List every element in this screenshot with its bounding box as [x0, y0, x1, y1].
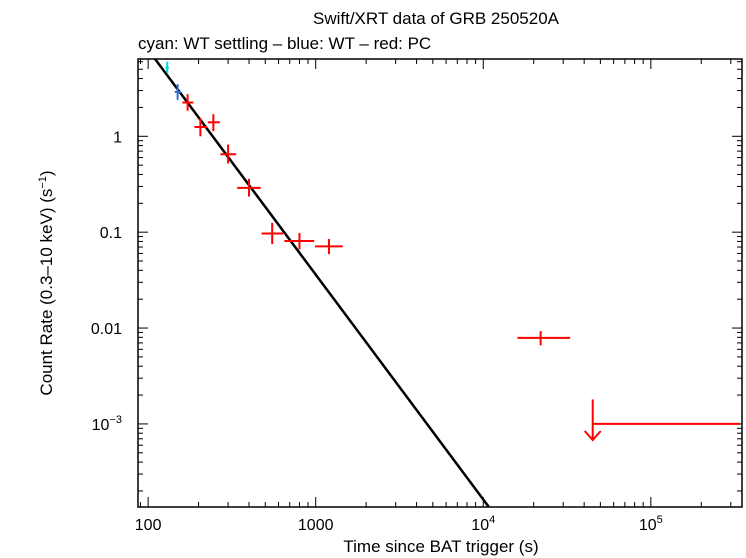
data-point [194, 118, 208, 137]
data-point [174, 84, 181, 100]
x-tick-label-exponent: 5 [657, 514, 663, 526]
down-arrow-icon [583, 430, 602, 442]
data-point [237, 178, 261, 197]
data-point [220, 144, 237, 164]
x-tick-label: 104 [471, 514, 495, 534]
y-tick-label: 0.01 [91, 321, 122, 338]
data-point [165, 61, 169, 73]
plot-frame [137, 58, 743, 508]
data-point [182, 94, 194, 111]
data-point [517, 331, 571, 346]
y-tick-label: 0.1 [100, 225, 122, 242]
chart-subtitle: cyan: WT settling – blue: WT – red: PC [138, 34, 431, 53]
data-point [314, 238, 343, 255]
model-fit-line [154, 58, 490, 508]
data-point [261, 222, 284, 245]
y-axis-label-exponent: −1 [37, 176, 49, 189]
axis-ticks [138, 59, 742, 507]
chart-title: Swift/XRT data of GRB 250520A [313, 9, 560, 28]
x-axis-label: Time since BAT trigger (s) [343, 537, 538, 556]
y-axis-label: Count Rate (0.3–10 keV) (s−1) [37, 170, 56, 395]
x-tick-label-base: 10 [471, 517, 489, 534]
y-tick-label: 10−3 [92, 414, 122, 434]
x-tick-label: 105 [639, 514, 663, 534]
x-tick-label: 1000 [298, 517, 334, 534]
y-tick-label-base: 10 [92, 417, 110, 434]
x-tick-label-exponent: 4 [489, 514, 495, 526]
x-tick-label-base: 10 [639, 517, 657, 534]
data-points [165, 61, 740, 442]
upper-limit [583, 399, 740, 442]
y-axis-label-close: ) [37, 170, 56, 176]
y-tick-label-exponent: −3 [109, 414, 122, 426]
y-tick-label: 1 [113, 129, 122, 146]
x-tick-label: 100 [135, 517, 162, 534]
model-line-group [154, 58, 490, 508]
y-axis-label-main: Count Rate (0.3–10 keV) (s [37, 189, 56, 396]
data-point [284, 233, 315, 250]
data-point [207, 114, 220, 132]
